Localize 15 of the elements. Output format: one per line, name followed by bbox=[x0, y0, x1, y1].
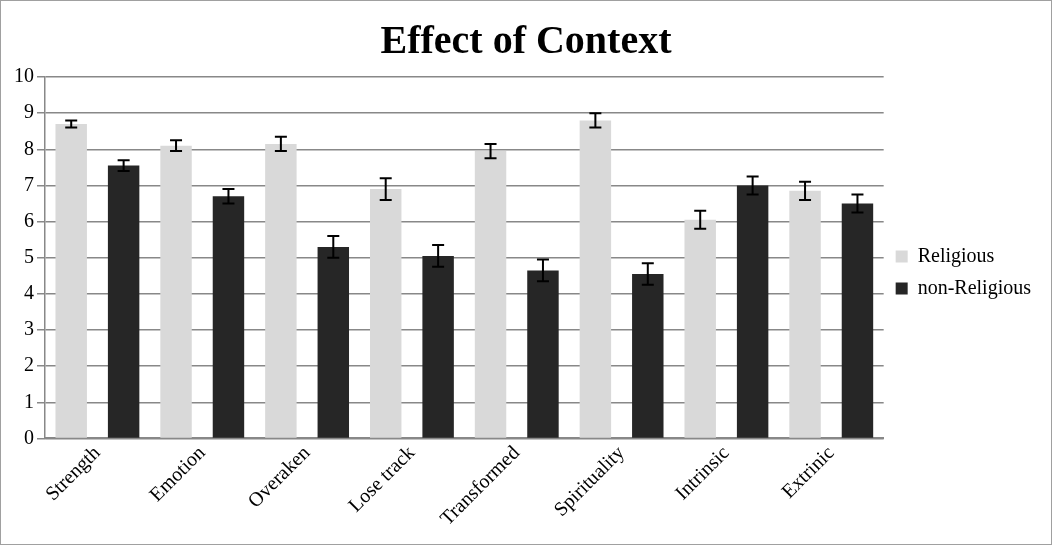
y-tick-label: 4 bbox=[24, 281, 34, 304]
y-tick-label: 9 bbox=[24, 100, 34, 123]
y-tick-label: 7 bbox=[24, 172, 34, 195]
y-tick-label: 5 bbox=[24, 244, 34, 267]
y-tick-label: 2 bbox=[24, 353, 34, 376]
y-tick-label: 0 bbox=[24, 425, 34, 448]
y-tick-label: 6 bbox=[24, 208, 34, 231]
legend-label: Religious bbox=[917, 243, 995, 267]
y-tick-label: 10 bbox=[14, 64, 34, 87]
y-tick-label: 8 bbox=[24, 136, 34, 159]
x-tick-label: Lose track bbox=[343, 440, 419, 516]
y-tick-label: 3 bbox=[24, 317, 34, 340]
chart-title: Effect of Context bbox=[380, 17, 673, 63]
y-tick-label: 1 bbox=[24, 389, 34, 412]
legend-label: non-Religious bbox=[917, 275, 1032, 299]
